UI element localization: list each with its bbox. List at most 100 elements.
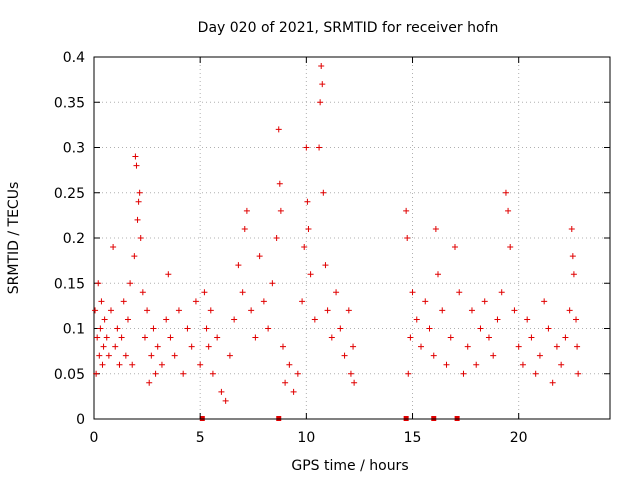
data-point bbox=[100, 343, 107, 350]
y-tick-label: 0 bbox=[76, 412, 85, 428]
data-point bbox=[294, 370, 301, 377]
data-point bbox=[118, 334, 125, 341]
data-point bbox=[575, 370, 582, 377]
data-point bbox=[422, 298, 429, 305]
data-point bbox=[114, 325, 121, 332]
data-point bbox=[341, 352, 348, 359]
data-point bbox=[337, 325, 344, 332]
y-tick-label: 0.05 bbox=[54, 367, 85, 383]
x-tick-label: 0 bbox=[90, 430, 99, 446]
data-point bbox=[188, 343, 195, 350]
y-tick-label: 0.4 bbox=[63, 50, 85, 66]
data-point bbox=[163, 316, 170, 323]
data-point bbox=[120, 298, 127, 305]
data-point bbox=[409, 289, 416, 296]
y-tick-label: 0.35 bbox=[54, 95, 85, 111]
data-point bbox=[107, 307, 114, 314]
data-point bbox=[235, 262, 242, 269]
data-point bbox=[276, 180, 283, 187]
data-point bbox=[311, 316, 318, 323]
data-point bbox=[553, 343, 560, 350]
data-point bbox=[137, 235, 144, 241]
data-point bbox=[201, 289, 208, 296]
data-point bbox=[568, 225, 575, 232]
data-point bbox=[197, 361, 204, 368]
data-point bbox=[239, 289, 246, 296]
data-point bbox=[305, 225, 312, 232]
data-point bbox=[92, 307, 99, 314]
data-point bbox=[498, 289, 505, 296]
data-point bbox=[456, 289, 463, 296]
data-point bbox=[507, 244, 514, 251]
data-point bbox=[105, 352, 112, 359]
data-point bbox=[403, 207, 410, 214]
data-point bbox=[218, 388, 225, 395]
data-point bbox=[282, 379, 289, 386]
data-point bbox=[502, 189, 509, 196]
data-point bbox=[180, 370, 187, 377]
data-point bbox=[432, 225, 439, 232]
data-point bbox=[175, 307, 182, 314]
data-point bbox=[405, 370, 412, 377]
data-point bbox=[95, 280, 102, 287]
data-point bbox=[248, 307, 255, 314]
data-point bbox=[477, 325, 484, 332]
data-point bbox=[243, 207, 250, 214]
data-point bbox=[103, 334, 110, 341]
data-point bbox=[320, 189, 327, 196]
data-point bbox=[413, 316, 420, 323]
data-point bbox=[148, 352, 155, 359]
data-point bbox=[150, 325, 157, 332]
data-point bbox=[101, 316, 108, 323]
data-point bbox=[558, 361, 565, 368]
data-point bbox=[132, 153, 139, 160]
data-point bbox=[319, 81, 326, 88]
data-point bbox=[273, 235, 280, 241]
data-point bbox=[404, 235, 411, 241]
data-point bbox=[139, 289, 146, 296]
data-point bbox=[301, 244, 308, 251]
data-point bbox=[333, 289, 340, 296]
data-point bbox=[347, 370, 354, 377]
x-tick-label: 20 bbox=[510, 430, 528, 446]
data-point bbox=[350, 343, 357, 350]
data-point bbox=[97, 325, 104, 332]
data-point bbox=[167, 334, 174, 341]
data-point bbox=[303, 144, 310, 151]
tick-layer: 0 0.05 0.1 0.15 0.2 0.25 0.3 0.35 0.4 0 5 10 15 20 bbox=[54, 50, 610, 446]
data-point bbox=[451, 244, 458, 251]
data-point bbox=[299, 298, 306, 305]
grid-layer bbox=[94, 57, 610, 419]
x-tick-label: 10 bbox=[297, 430, 315, 446]
data-point bbox=[494, 316, 501, 323]
data-point bbox=[252, 334, 259, 341]
data-point bbox=[418, 343, 425, 350]
data-point bbox=[485, 334, 492, 341]
data-point bbox=[205, 343, 212, 350]
data-point bbox=[511, 307, 518, 314]
data-point bbox=[317, 99, 324, 106]
data-point bbox=[464, 343, 471, 350]
data-point bbox=[345, 307, 352, 314]
data-point bbox=[275, 126, 282, 133]
data-point bbox=[146, 379, 153, 386]
y-tick-label: 0.3 bbox=[63, 141, 85, 157]
data-point bbox=[131, 253, 138, 260]
data-point bbox=[192, 298, 199, 305]
data-point bbox=[226, 352, 233, 359]
data-point bbox=[214, 334, 221, 341]
data-point bbox=[209, 370, 216, 377]
data-point bbox=[515, 343, 522, 350]
data-point bbox=[426, 325, 433, 332]
data-point bbox=[304, 198, 311, 205]
data-point bbox=[490, 352, 497, 359]
data-point bbox=[316, 144, 323, 151]
data-point bbox=[203, 325, 210, 332]
data-point bbox=[505, 207, 512, 214]
x-axis-label: GPS time / hours bbox=[291, 458, 408, 474]
data-point bbox=[279, 343, 286, 350]
data-point bbox=[122, 352, 129, 359]
y-tick-label: 0.1 bbox=[63, 322, 85, 338]
data-point bbox=[430, 352, 437, 359]
